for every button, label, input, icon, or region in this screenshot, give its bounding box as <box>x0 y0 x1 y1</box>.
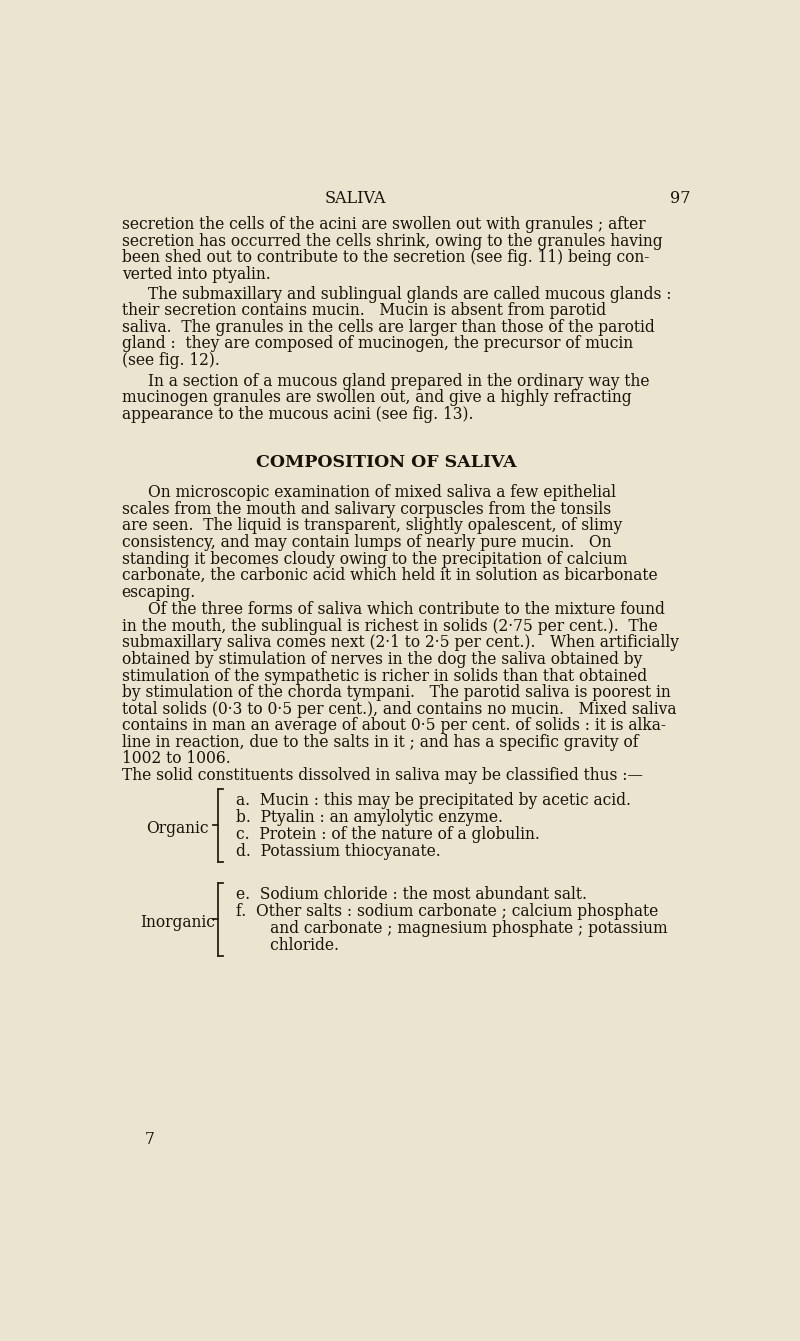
Text: secretion the cells of the acini are swollen out with granules ; after: secretion the cells of the acini are swo… <box>122 216 646 233</box>
Text: escaping.: escaping. <box>122 583 196 601</box>
Text: total solids (0·3 to 0·5 per cent.), and contains no mucin.   Mixed saliva: total solids (0·3 to 0·5 per cent.), and… <box>122 701 676 717</box>
Text: The submaxillary and sublingual glands are called mucous glands :: The submaxillary and sublingual glands a… <box>148 286 671 303</box>
Text: b.  Ptyalin : an amylolytic enzyme.: b. Ptyalin : an amylolytic enzyme. <box>236 809 502 826</box>
Text: 7: 7 <box>145 1130 154 1148</box>
Text: standing it becomes cloudy owing to the precipitation of calcium: standing it becomes cloudy owing to the … <box>122 551 627 567</box>
Text: gland :  they are composed of mucinogen, the precursor of mucin: gland : they are composed of mucinogen, … <box>122 335 633 353</box>
Text: Inorganic: Inorganic <box>140 915 215 931</box>
Text: stimulation of the sympathetic is richer in solids than that obtained: stimulation of the sympathetic is richer… <box>122 668 647 684</box>
Text: obtained by stimulation of nerves in the dog the saliva obtained by: obtained by stimulation of nerves in the… <box>122 650 642 668</box>
Text: chloride.: chloride. <box>236 937 338 953</box>
Text: f.  Other salts : sodium carbonate ; calcium phosphate: f. Other salts : sodium carbonate ; calc… <box>236 904 658 920</box>
Text: mucinogen granules are swollen out, and give a highly refracting: mucinogen granules are swollen out, and … <box>122 389 631 406</box>
Text: c.  Protein : of the nature of a globulin.: c. Protein : of the nature of a globulin… <box>236 826 539 843</box>
Text: (see fig. 12).: (see fig. 12). <box>122 351 219 369</box>
Text: a.  Mucin : this may be precipitated by acetic acid.: a. Mucin : this may be precipitated by a… <box>236 793 630 810</box>
Text: their secretion contains mucin.   Mucin is absent from parotid: their secretion contains mucin. Mucin is… <box>122 302 606 319</box>
Text: appearance to the mucous acini (see fig. 13).: appearance to the mucous acini (see fig.… <box>122 406 474 422</box>
Text: d.  Potassium thiocyanate.: d. Potassium thiocyanate. <box>236 843 440 860</box>
Text: been shed out to contribute to the secretion (see fig. 11) being con-: been shed out to contribute to the secre… <box>122 249 649 267</box>
Text: Organic: Organic <box>146 821 209 837</box>
Text: Of the three forms of saliva which contribute to the mixture found: Of the three forms of saliva which contr… <box>148 601 665 618</box>
Text: and carbonate ; magnesium phosphate ; potassium: and carbonate ; magnesium phosphate ; po… <box>236 920 667 937</box>
Text: contains in man an average of about 0·5 per cent. of solids : it is alka-: contains in man an average of about 0·5 … <box>122 717 666 735</box>
Text: SALIVA: SALIVA <box>325 190 386 207</box>
Text: saliva.  The granules in the cells are larger than those of the parotid: saliva. The granules in the cells are la… <box>122 319 654 335</box>
Text: verted into ptyalin.: verted into ptyalin. <box>122 266 270 283</box>
Text: scales from the mouth and salivary corpuscles from the tonsils: scales from the mouth and salivary corpu… <box>122 502 611 518</box>
Text: carbonate, the carbonic acid which held it in solution as bicarbonate: carbonate, the carbonic acid which held … <box>122 567 658 585</box>
Text: COMPOSITION OF SALIVA: COMPOSITION OF SALIVA <box>257 453 517 471</box>
Text: The solid constituents dissolved in saliva may be classified thus :—: The solid constituents dissolved in sali… <box>122 767 642 784</box>
Text: submaxillary saliva comes next (2·1 to 2·5 per cent.).   When artificially: submaxillary saliva comes next (2·1 to 2… <box>122 634 678 652</box>
Text: e.  Sodium chloride : the most abundant salt.: e. Sodium chloride : the most abundant s… <box>236 886 586 904</box>
Text: consistency, and may contain lumps of nearly pure mucin.   On: consistency, and may contain lumps of ne… <box>122 534 611 551</box>
Text: by stimulation of the chorda tympani.   The parotid saliva is poorest in: by stimulation of the chorda tympani. Th… <box>122 684 670 701</box>
Text: secretion has occurred the cells shrink, owing to the granules having: secretion has occurred the cells shrink,… <box>122 233 662 249</box>
Text: In a section of a mucous gland prepared in the ordinary way the: In a section of a mucous gland prepared … <box>148 373 650 390</box>
Text: 1002 to 1006.: 1002 to 1006. <box>122 751 230 767</box>
Text: 97: 97 <box>670 190 690 207</box>
Text: are seen.  The liquid is transparent, slightly opalescent, of slimy: are seen. The liquid is transparent, sli… <box>122 518 622 535</box>
Text: line in reaction, due to the salts in it ; and has a specific gravity of: line in reaction, due to the salts in it… <box>122 734 638 751</box>
Text: On microscopic examination of mixed saliva a few epithelial: On microscopic examination of mixed sali… <box>148 484 616 502</box>
Text: in the mouth, the sublingual is richest in solids (2·75 per cent.).  The: in the mouth, the sublingual is richest … <box>122 618 658 634</box>
